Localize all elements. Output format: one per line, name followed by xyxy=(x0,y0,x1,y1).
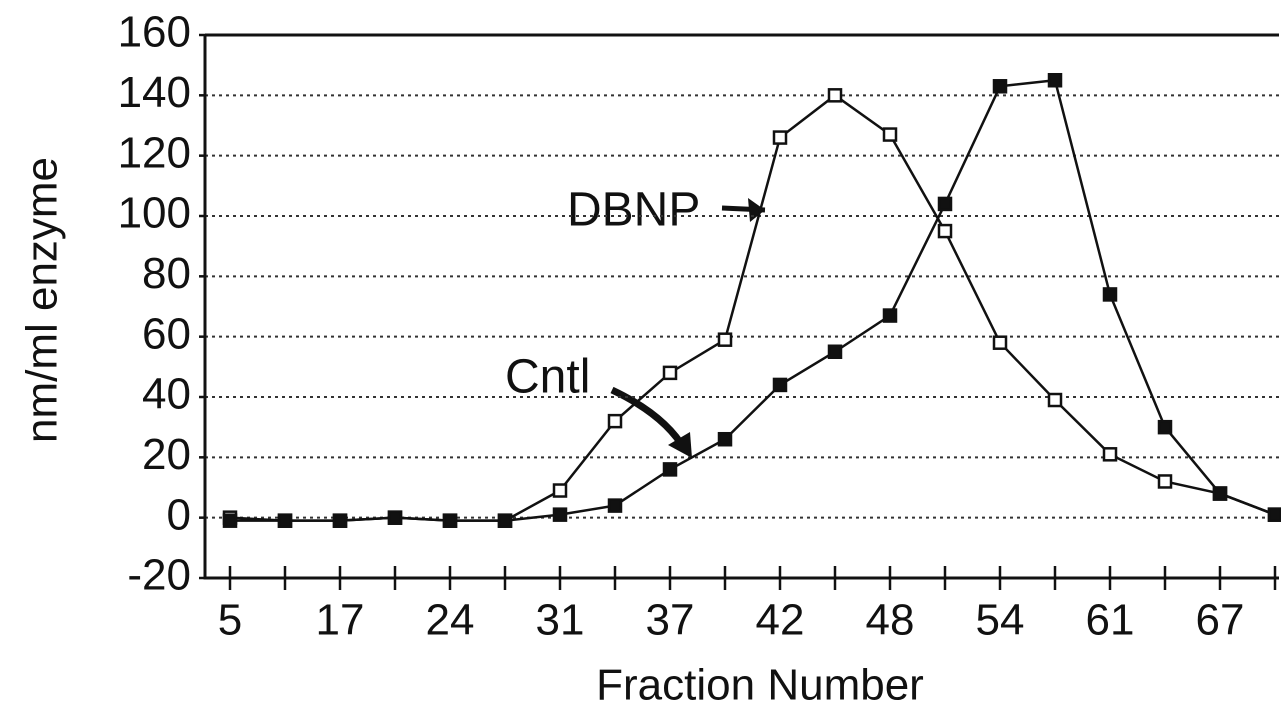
marker xyxy=(1267,507,1281,522)
marker xyxy=(992,79,1008,94)
x-tick-label: 17 xyxy=(316,596,365,645)
marker xyxy=(607,413,623,429)
x-tick-label: 54 xyxy=(976,596,1025,645)
marker xyxy=(332,513,348,528)
marker xyxy=(827,88,843,103)
x-tick-label: 24 xyxy=(426,596,475,645)
marker xyxy=(882,127,898,142)
marker xyxy=(772,377,788,393)
x-tick-label: 61 xyxy=(1086,596,1135,645)
x-axis-label: Fraction Number xyxy=(596,661,924,709)
y-tick-label: 80 xyxy=(142,249,191,298)
marker xyxy=(827,344,843,359)
marker xyxy=(717,332,733,347)
annotation: DBNP xyxy=(567,184,700,237)
x-tick-label: 48 xyxy=(866,596,915,645)
x-tick-label: 67 xyxy=(1196,596,1245,645)
marker xyxy=(992,335,1008,350)
y-tick-label: 40 xyxy=(142,370,191,419)
arrow xyxy=(610,386,689,452)
plot-frame xyxy=(203,33,1279,580)
x-tick-label: 5 xyxy=(218,596,242,645)
marker xyxy=(442,513,458,528)
marker xyxy=(1047,392,1063,408)
y-tick-label: 120 xyxy=(118,128,191,177)
x-tick-label: 31 xyxy=(536,596,585,645)
marker xyxy=(277,513,293,528)
marker xyxy=(937,196,953,212)
y-axis-label: nm/ml enzyme xyxy=(18,157,67,443)
y-tick-label: 60 xyxy=(142,309,191,358)
y-tick-label: -20 xyxy=(127,551,191,600)
marker xyxy=(662,365,678,381)
marker xyxy=(882,308,898,323)
marker xyxy=(552,483,568,498)
marker xyxy=(552,507,568,522)
marker xyxy=(1102,447,1118,462)
marker xyxy=(1157,419,1173,435)
arrow-head xyxy=(668,432,692,458)
marker xyxy=(497,513,513,528)
marker xyxy=(222,513,238,528)
marker xyxy=(1047,73,1063,88)
marker xyxy=(662,462,678,477)
x-tick-label: 42 xyxy=(756,596,805,645)
x-tick-label: 37 xyxy=(646,596,695,645)
annotation: Cntl xyxy=(505,351,590,404)
marker xyxy=(387,510,403,525)
y-tick-label: 0 xyxy=(167,490,191,539)
marker xyxy=(1102,287,1118,302)
marker xyxy=(772,130,788,145)
marker xyxy=(937,223,953,239)
y-tick-label: 20 xyxy=(142,430,191,479)
y-tick-label: 140 xyxy=(118,68,191,117)
marker xyxy=(717,431,733,447)
marker xyxy=(1157,474,1173,489)
y-tick-label: 100 xyxy=(118,189,191,238)
marker xyxy=(1212,486,1228,501)
series-line xyxy=(230,78,1276,522)
y-tick-label: 160 xyxy=(118,8,191,57)
marker xyxy=(607,498,623,513)
